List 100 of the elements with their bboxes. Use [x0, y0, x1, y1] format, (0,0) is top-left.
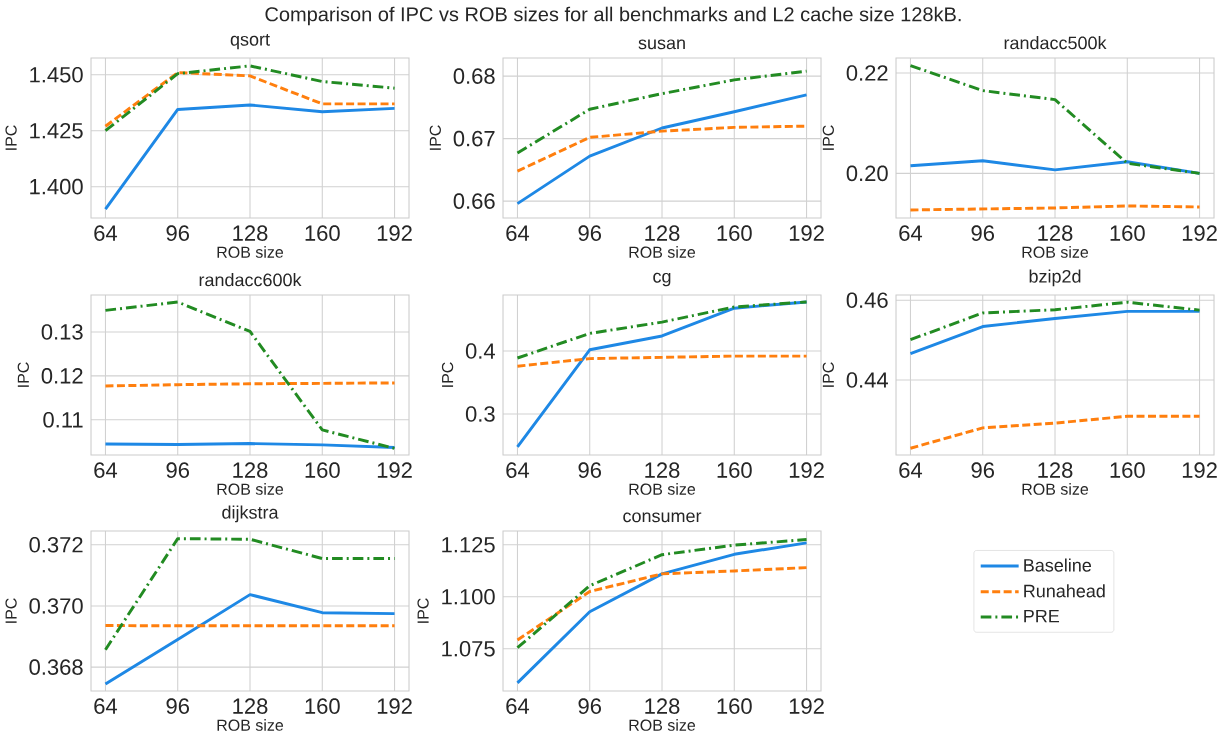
x-tick-label: 64 — [506, 698, 530, 714]
y-axis-title: IPC — [822, 362, 834, 387]
x-axis-title: ROB size — [1022, 483, 1089, 495]
line-series — [103, 593, 397, 686]
y-axis-title: IPC — [17, 362, 29, 387]
x-tick-label: 192 — [377, 225, 412, 241]
y-tick-label: 0.12 — [41, 368, 83, 384]
y-tick-label: 0.22 — [846, 65, 888, 81]
line-series — [908, 309, 1202, 356]
y-tick-label: 0.67 — [453, 130, 495, 147]
x-tick-label: 192 — [1182, 225, 1217, 241]
y-axis-title: IPC — [441, 362, 454, 387]
x-tick-label: 160 — [305, 225, 340, 241]
x-tick-label: 96 — [578, 225, 601, 241]
x-tick-label: 192 — [1182, 462, 1217, 478]
line-series — [103, 103, 397, 211]
y-tick-label: 1.100 — [442, 588, 495, 605]
y-axis-title: IPC — [822, 125, 834, 150]
x-tick-label: 64 — [94, 698, 118, 714]
line-series — [515, 93, 809, 206]
y-tick-label: 0.4 — [465, 343, 495, 359]
x-tick-label: 96 — [578, 698, 601, 714]
chart-title: randacc500k — [1004, 36, 1107, 50]
line-series — [515, 69, 809, 155]
x-axis-title: ROB size — [217, 719, 284, 731]
line-series — [515, 354, 809, 368]
legend-label: Runahead — [1024, 584, 1105, 598]
chart-title: bzip2d — [1029, 269, 1081, 287]
x-tick-label: 128 — [1038, 462, 1073, 478]
x-tick-label: 64 — [506, 225, 530, 241]
y-tick-label: 1.075 — [442, 640, 495, 657]
line-series — [515, 566, 809, 642]
x-tick-label: 96 — [578, 462, 601, 478]
x-tick-label: 64 — [94, 225, 118, 241]
line-series — [515, 538, 809, 650]
x-tick-label: 128 — [233, 698, 268, 714]
chart-title: qsort — [230, 33, 270, 50]
chart-title: susan — [638, 39, 685, 50]
y-tick-label: 0.66 — [453, 193, 495, 209]
y-tick-label: 1.450 — [30, 66, 83, 83]
x-tick-label: 192 — [789, 462, 824, 478]
x-tick-label: 192 — [789, 225, 824, 241]
x-tick-label: 128 — [645, 225, 680, 241]
x-tick-label: 192 — [377, 462, 412, 478]
x-tick-label: 96 — [166, 698, 189, 714]
x-axis-title: ROB size — [629, 483, 696, 495]
x-tick-label: 160 — [717, 698, 752, 714]
y-tick-label: 0.3 — [465, 406, 495, 422]
y-tick-label: 0.372 — [29, 536, 83, 553]
x-tick-label: 64 — [506, 462, 530, 478]
chart-title: randacc600k — [199, 273, 302, 287]
line-series — [103, 537, 397, 652]
y-tick-label: 0.68 — [453, 68, 495, 84]
x-tick-label: 160 — [1110, 462, 1145, 478]
x-tick-label: 160 — [717, 462, 752, 478]
x-tick-label: 128 — [1038, 225, 1073, 241]
x-tick-label: 96 — [166, 462, 189, 478]
text: Comparison of IPC vs ROB sizes for all benchmarks and L2 cache size 128kB. — [265, 6, 961, 26]
line-series — [908, 300, 1202, 342]
line-series — [103, 71, 397, 128]
x-tick-label: 96 — [971, 462, 995, 478]
x-tick-label: 128 — [645, 698, 680, 714]
chart-title: cg — [653, 272, 671, 287]
x-tick-label: 192 — [789, 698, 824, 714]
x-tick-label: 128 — [233, 225, 268, 241]
x-tick-label: 160 — [305, 698, 340, 714]
x-tick-label: 160 — [717, 225, 752, 241]
line-series — [908, 414, 1202, 450]
y-tick-label: 1.425 — [30, 122, 83, 139]
x-axis-title: ROB size — [217, 246, 284, 258]
x-axis-title: ROB size — [217, 483, 284, 495]
x-tick-label: 96 — [971, 225, 995, 241]
legend-label: PRE — [1024, 609, 1060, 623]
x-tick-label: 128 — [645, 462, 680, 478]
x-tick-label: 64 — [94, 462, 118, 478]
x-tick-label: 64 — [899, 225, 923, 241]
y-tick-label: 0.44 — [846, 372, 888, 388]
x-tick-label: 96 — [166, 225, 189, 241]
x-axis-title: ROB size — [629, 719, 696, 731]
line-series — [908, 64, 1202, 175]
y-tick-label: 0.13 — [41, 324, 83, 340]
y-axis-title: IPC — [417, 598, 429, 623]
x-tick-label: 192 — [377, 698, 412, 714]
y-axis-title: IPC — [5, 125, 17, 150]
x-tick-label: 64 — [899, 462, 923, 478]
line-series — [103, 300, 397, 450]
chart-title: dijkstra — [222, 505, 279, 523]
legend-label: Baseline — [1024, 558, 1092, 572]
chart-title: consumer — [623, 512, 702, 523]
x-axis-title: ROB size — [629, 246, 696, 258]
x-axis-title: ROB size — [1022, 246, 1089, 258]
line-series — [515, 300, 809, 360]
line-series — [515, 541, 809, 685]
y-tick-label: 0.370 — [29, 598, 83, 614]
line-series — [103, 64, 397, 133]
x-tick-label: 128 — [233, 462, 268, 478]
x-tick-label: 160 — [305, 462, 340, 478]
y-tick-label: 0.20 — [846, 165, 888, 182]
y-tick-label: 1.125 — [442, 536, 495, 553]
y-axis-title: IPC — [429, 125, 441, 150]
